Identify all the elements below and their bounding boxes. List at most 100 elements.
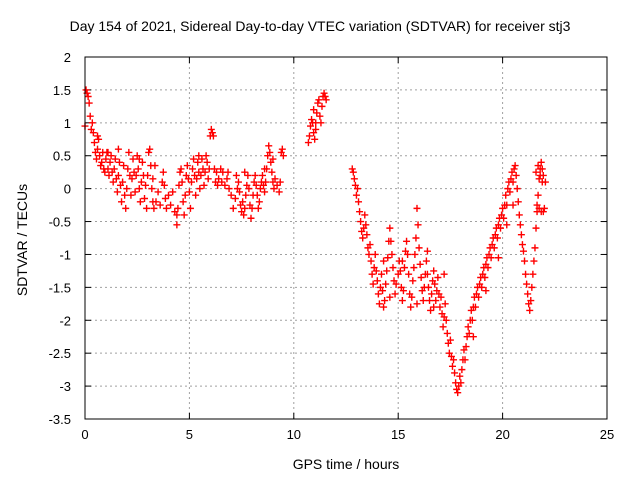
data-point <box>416 260 424 268</box>
data-point <box>363 231 371 239</box>
data-point <box>105 171 113 179</box>
data-point <box>184 175 192 183</box>
data-point <box>448 362 456 370</box>
data-point <box>279 152 287 160</box>
data-point <box>173 221 181 229</box>
data-point <box>135 185 143 193</box>
data-point <box>320 89 328 97</box>
data-point <box>497 224 505 232</box>
data-point <box>186 204 194 212</box>
chart-title: Day 154 of 2021, Sidereal Day-to-day VTE… <box>69 18 571 34</box>
data-point <box>315 96 323 104</box>
data-point <box>494 254 502 262</box>
data-point <box>408 293 416 301</box>
data-point <box>389 264 397 272</box>
data-point <box>419 297 427 305</box>
x-tick-label: 0 <box>81 427 88 442</box>
data-point <box>107 152 115 160</box>
data-point <box>82 86 90 94</box>
data-point <box>137 178 145 186</box>
data-point <box>203 158 211 166</box>
data-point <box>118 198 126 206</box>
data-point <box>98 158 106 166</box>
data-point <box>404 250 412 258</box>
data-point <box>152 198 160 206</box>
data-point <box>198 155 206 163</box>
data-point <box>148 185 156 193</box>
data-point <box>481 273 489 281</box>
data-point <box>535 175 543 183</box>
data-point <box>439 323 447 331</box>
data-point <box>125 148 133 156</box>
data-point <box>227 191 235 199</box>
data-point <box>241 168 249 176</box>
data-point <box>142 181 150 189</box>
data-point <box>436 303 444 311</box>
data-point <box>405 270 413 278</box>
data-point <box>417 273 425 281</box>
data-point <box>349 168 357 176</box>
data-point <box>387 237 395 245</box>
data-point <box>487 254 495 262</box>
data-point <box>202 152 210 160</box>
y-tick-label: -3 <box>59 379 71 394</box>
data-point <box>151 162 159 170</box>
data-point <box>141 195 149 203</box>
data-point <box>106 158 114 166</box>
data-point <box>398 297 406 305</box>
data-point <box>375 300 383 308</box>
data-point <box>517 231 525 239</box>
data-point <box>310 106 318 114</box>
data-point <box>314 99 322 107</box>
data-point <box>92 155 100 163</box>
data-point <box>261 188 269 196</box>
data-point <box>512 171 520 179</box>
data-point <box>458 366 466 374</box>
data-point <box>134 165 142 173</box>
data-point <box>465 329 473 337</box>
y-tick-label: 1.5 <box>53 83 71 98</box>
data-point <box>271 175 279 183</box>
data-point <box>484 264 492 272</box>
data-point <box>94 145 102 153</box>
data-point <box>540 204 548 212</box>
data-point <box>177 165 185 173</box>
data-point <box>461 356 469 364</box>
data-point <box>513 185 521 193</box>
data-point <box>135 155 143 163</box>
data-point <box>270 185 278 193</box>
data-point <box>201 168 209 176</box>
data-point <box>441 300 449 308</box>
data-point <box>94 132 102 140</box>
data-point <box>371 250 379 258</box>
y-tick-label: -1.5 <box>49 280 71 295</box>
data-point <box>253 191 261 199</box>
data-point <box>244 171 252 179</box>
data-point <box>145 148 153 156</box>
data-point <box>374 290 382 298</box>
data-point <box>482 287 490 295</box>
data-point <box>266 148 274 156</box>
data-point <box>156 201 164 209</box>
data-point <box>194 158 202 166</box>
data-point <box>256 185 264 193</box>
data-point <box>442 316 450 324</box>
data-point <box>207 125 215 133</box>
data-point <box>515 211 523 219</box>
data-point <box>380 303 388 311</box>
data-point <box>275 188 283 196</box>
data-point <box>357 218 365 226</box>
data-point <box>506 188 514 196</box>
data-point <box>536 171 544 179</box>
data-point <box>407 303 415 311</box>
data-point <box>268 168 276 176</box>
data-point <box>388 250 396 258</box>
data-point <box>180 211 188 219</box>
data-point <box>321 92 329 100</box>
data-point <box>162 204 170 212</box>
data-point <box>434 273 442 281</box>
data-point <box>265 142 273 150</box>
data-point <box>356 208 364 216</box>
data-point <box>531 244 539 252</box>
y-tick-label: 2 <box>64 50 71 65</box>
